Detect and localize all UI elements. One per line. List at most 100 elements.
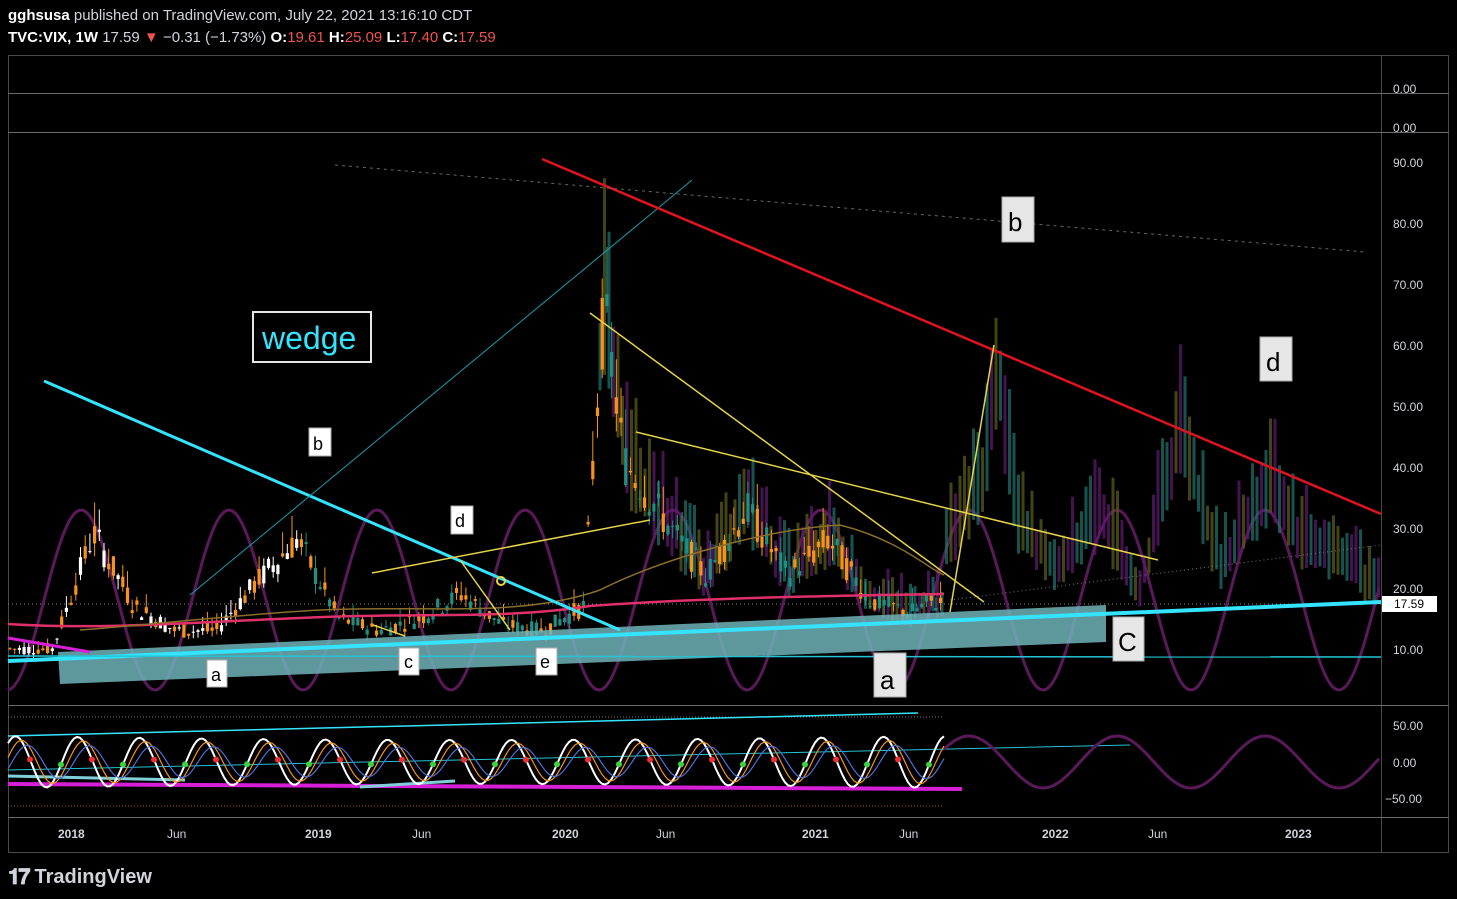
price-tick-80: 80.00 — [1393, 217, 1423, 231]
candle-body — [713, 559, 717, 562]
wedge-label: wedge — [261, 320, 356, 356]
candle-body — [398, 621, 402, 626]
candle-body — [356, 618, 360, 626]
projected-candle — [895, 591, 899, 623]
high-value: 25.09 — [344, 29, 383, 46]
projected-candle — [1201, 450, 1205, 545]
projected-candle — [1242, 494, 1245, 549]
projected-candle — [603, 178, 606, 375]
osc-cross-dot — [895, 756, 901, 763]
projected-candle — [1066, 537, 1070, 571]
projected-candle — [814, 529, 818, 575]
candle-body — [149, 616, 153, 625]
candle-body — [718, 546, 722, 564]
yellow-pivot-marker — [496, 576, 506, 586]
projected-candle — [657, 481, 660, 546]
osc-cross-dot — [647, 756, 653, 763]
moving-average-pink — [7, 592, 945, 628]
wave-a-big-box[interactable] — [873, 652, 907, 698]
candle-body — [769, 549, 773, 553]
projected-candle — [819, 524, 822, 565]
tradingview-logo[interactable]: 𝟏𝟕 TradingView — [8, 864, 152, 890]
wave-e-small-box[interactable] — [535, 647, 558, 676]
price-change: −0.31 (−1.73%) — [162, 29, 267, 46]
candle-body — [36, 649, 40, 654]
projected-candle — [1188, 416, 1191, 501]
projected-candle — [711, 543, 714, 587]
candle-body — [403, 628, 407, 632]
projected-candle — [621, 395, 624, 465]
projected-candle — [1098, 467, 1101, 534]
author-name[interactable]: gghsusa — [8, 7, 70, 24]
projected-candle — [1080, 511, 1083, 565]
dashed-upper-trendline — [334, 164, 1366, 253]
candle-body — [436, 599, 440, 608]
projected-candle — [1062, 535, 1065, 583]
tradingview-logo-text: TradingView — [34, 865, 152, 888]
price-candles — [8, 246, 943, 659]
wave-b-small-box[interactable] — [308, 427, 332, 457]
candle-body — [863, 593, 867, 601]
candle-body — [309, 556, 313, 568]
candle-body — [887, 596, 891, 607]
projected-candle — [1260, 461, 1263, 527]
osc-cross-dots — [27, 756, 932, 768]
wave-b-big-box[interactable] — [1001, 196, 1035, 243]
candle-body — [511, 620, 515, 628]
candle-body — [882, 600, 886, 606]
candle-body — [393, 623, 397, 633]
projected-candle — [1075, 522, 1079, 563]
wave-c-big: C — [1118, 627, 1137, 657]
candle-body — [516, 622, 520, 633]
price-tick-70: 70.00 — [1393, 278, 1423, 292]
candle-body — [187, 633, 191, 636]
candle-body — [685, 538, 689, 554]
candle-body — [346, 619, 350, 624]
osc-slow-line — [7, 739, 945, 785]
candle-body — [628, 470, 632, 473]
price-axis[interactable]: 90.00 80.00 70.00 60.00 50.00 40.00 30.0… — [1393, 156, 1423, 657]
symbol-label[interactable]: TVC:VIX, 1W — [8, 29, 99, 46]
projected-candle — [972, 428, 975, 520]
candle-body — [135, 600, 139, 605]
wave-d-big-box[interactable] — [1259, 336, 1293, 382]
candle-body — [736, 530, 741, 537]
projected-candle — [787, 527, 791, 599]
projected-candle — [882, 578, 885, 618]
projected-candle — [625, 381, 629, 494]
wave-c-small-box[interactable] — [398, 647, 420, 676]
candle-body — [939, 597, 943, 603]
oscillator-pane — [7, 712, 1381, 807]
projected-candle — [1156, 450, 1160, 546]
osc-cross-dot — [802, 761, 808, 768]
osc-fast-line — [7, 735, 945, 789]
projected-candle — [1323, 519, 1326, 568]
projected-candle — [1021, 471, 1025, 551]
candle-body — [290, 537, 294, 558]
candle-body — [530, 621, 534, 638]
projected-candle — [1134, 566, 1137, 601]
candle-body — [722, 540, 726, 562]
osc-magenta-support — [7, 782, 963, 791]
projected-candle — [1309, 514, 1313, 565]
osc-cross-dot — [709, 756, 715, 763]
wedge-label-box[interactable] — [252, 311, 372, 363]
candle-body — [661, 513, 665, 533]
wave-c-big-box[interactable] — [1112, 616, 1145, 662]
projected-candle — [1372, 558, 1376, 605]
projected-candle — [900, 572, 903, 622]
candle-body — [680, 535, 684, 542]
projected-candle — [765, 486, 768, 557]
projected-candle — [1035, 529, 1038, 571]
candle-body — [102, 550, 106, 568]
candle-body — [868, 606, 872, 608]
osc-cross-dot — [430, 761, 436, 768]
wave-a-small-box[interactable] — [206, 659, 228, 688]
projected-candle — [1296, 516, 1299, 559]
time-axis[interactable]: 2018 Jun 2019 Jun 2020 Jun 2021 Jun 2022… — [58, 827, 1312, 841]
candle-body — [83, 546, 87, 559]
osc-cross-dot — [864, 761, 870, 768]
wave-d-small-box[interactable] — [450, 505, 474, 535]
projected-candle — [1017, 474, 1020, 554]
